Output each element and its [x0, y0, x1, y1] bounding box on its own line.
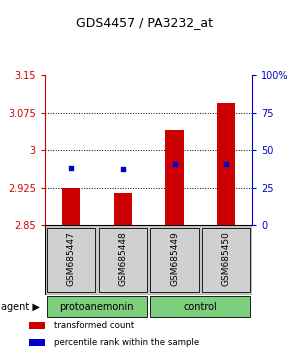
- Point: [224, 161, 229, 167]
- Text: agent ▶: agent ▶: [1, 302, 40, 312]
- FancyBboxPatch shape: [47, 296, 147, 318]
- Point: [172, 161, 177, 167]
- Text: GDS4457 / PA3232_at: GDS4457 / PA3232_at: [77, 16, 213, 29]
- Text: control: control: [184, 302, 217, 312]
- Bar: [217, 103, 235, 225]
- FancyBboxPatch shape: [99, 228, 147, 292]
- Bar: [114, 193, 132, 225]
- Text: GSM685450: GSM685450: [222, 231, 231, 286]
- FancyBboxPatch shape: [47, 228, 95, 292]
- Point: [68, 165, 73, 171]
- FancyBboxPatch shape: [202, 228, 251, 292]
- FancyBboxPatch shape: [151, 296, 251, 318]
- Bar: [29, 339, 45, 346]
- Text: GSM685448: GSM685448: [118, 231, 127, 286]
- Text: protoanemonin: protoanemonin: [59, 302, 134, 312]
- Bar: [62, 188, 80, 225]
- FancyBboxPatch shape: [151, 228, 199, 292]
- Bar: [29, 322, 45, 329]
- Text: percentile rank within the sample: percentile rank within the sample: [54, 338, 199, 347]
- Text: GSM685447: GSM685447: [66, 231, 75, 286]
- Point: [120, 166, 125, 172]
- Text: GSM685449: GSM685449: [170, 231, 179, 286]
- Text: transformed count: transformed count: [54, 321, 134, 330]
- Bar: [166, 130, 184, 225]
